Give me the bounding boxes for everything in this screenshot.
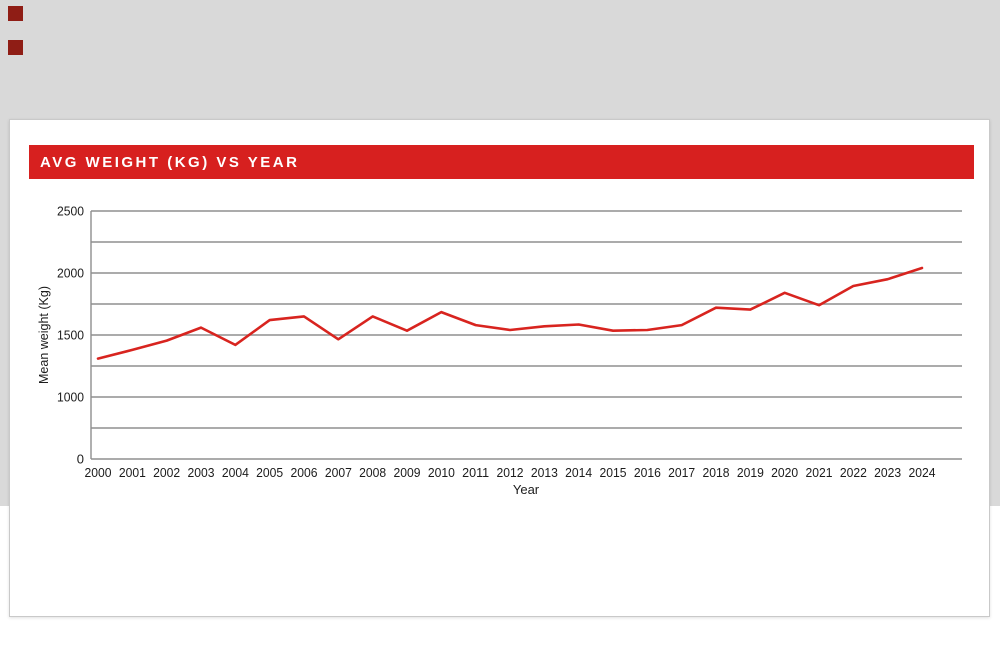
x-tick-label: 2018 [703,465,730,480]
y-tick-label: 2000 [57,266,84,281]
y-tick-label: 1500 [57,328,84,343]
x-tick-label: 2008 [359,465,386,480]
chart-title-bar: AVG WEIGHT (KG) VS YEAR [29,145,974,179]
x-tick-label: 2022 [840,465,867,480]
x-tick-label: 2007 [325,465,352,480]
x-tick-label: 2010 [428,465,455,480]
series-group [96,266,924,360]
x-tick-label: 2020 [771,465,798,480]
x-tick-label: 2021 [806,465,833,480]
x-tick-label: 2001 [119,465,146,480]
chart-card: AVG WEIGHT (KG) VS YEAR 2500 2000 1500 1000… [9,119,990,617]
x-tick-label: 2015 [600,465,627,480]
chart-title: AVG WEIGHT (KG) VS YEAR [40,153,300,171]
top-left-marker2-icon [8,40,23,55]
x-tick-label: 2005 [256,465,283,480]
x-tick-label: 2006 [291,465,318,480]
y-tick-label: 0 [77,452,84,467]
x-tick-label: 2014 [565,465,592,480]
x-tick-label: 2023 [874,465,901,480]
x-tick-label: 2012 [497,465,524,480]
gridlines-group [90,210,962,460]
y-tick-label: 2500 [57,204,84,219]
x-tick-label: 2002 [153,465,180,480]
x-tick-label: 2000 [85,465,112,480]
top-left-marker-icon [8,6,23,21]
x-tick-label: 2013 [531,465,558,480]
x-tick-label: 2019 [737,465,764,480]
x-tick-label: 2004 [222,465,249,480]
x-tick-label: 2024 [909,465,936,480]
x-axis-title: Year [513,482,540,497]
x-tick-label: 2009 [394,465,421,480]
x-tick-label: 2003 [188,465,215,480]
x-tick-label: 2017 [668,465,695,480]
y-axis-title: Mean weight (Kg) [37,286,51,384]
data-line-avg-weight [96,266,924,360]
y-tick-label: 1000 [57,390,84,405]
x-tick-label: 2011 [462,465,489,480]
x-tick-label: 2016 [634,465,661,480]
